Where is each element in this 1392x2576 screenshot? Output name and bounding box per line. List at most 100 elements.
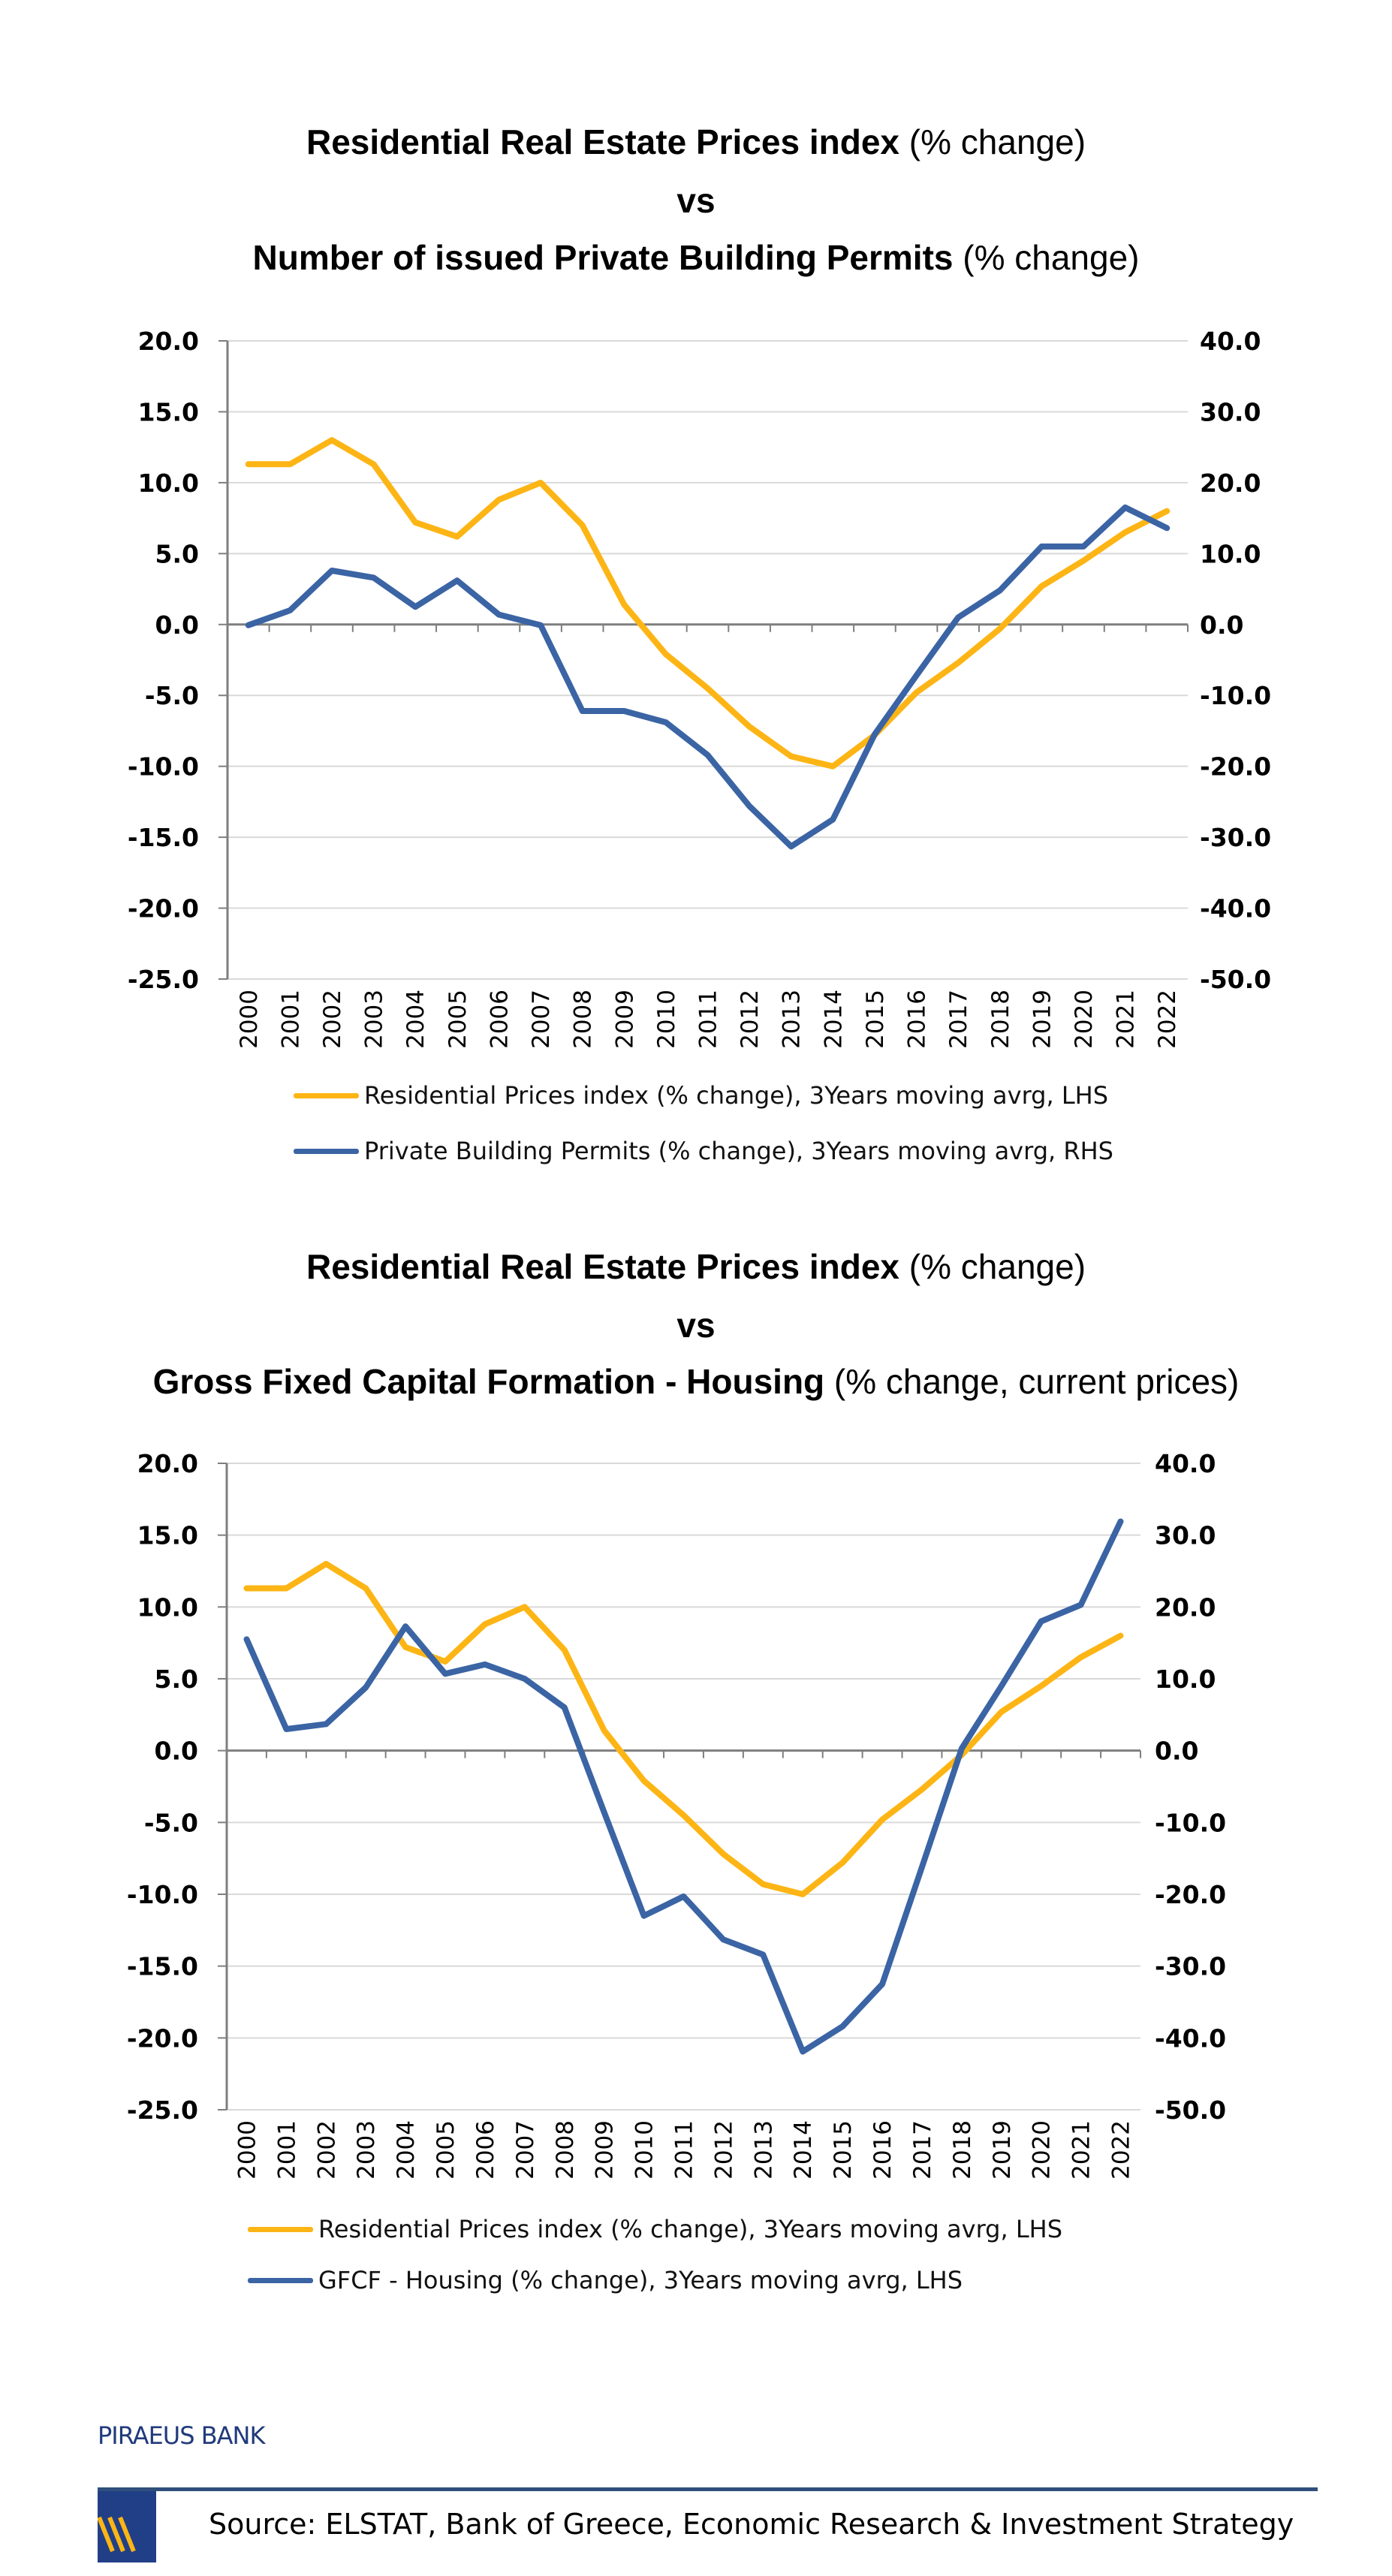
chart1-year-label: 2011 xyxy=(695,990,722,1049)
chart2-year-label: 2015 xyxy=(830,2120,857,2180)
chart2-year-label: 2017 xyxy=(909,2120,936,2180)
chart1-series-line-blue xyxy=(245,504,1171,850)
chart1-legend-label-prices: Residential Prices index (% change), 3Ye… xyxy=(364,1081,1109,1110)
chart1-right-tick-label: 30.0 xyxy=(1200,397,1261,426)
chart2-right-tick-label: 30.0 xyxy=(1155,1521,1216,1550)
chart2-series-line-blue xyxy=(243,1518,1124,2055)
chart2-left-tick-label: -25.0 xyxy=(127,2095,198,2125)
source-note: Source: ELSTAT, Bank of Greece, Economic… xyxy=(209,2508,1294,2541)
chart2-title-plain3: (% change, current prices) xyxy=(824,1362,1240,1401)
chart2-title-bold3: Gross Fixed Capital Formation - Housing xyxy=(152,1362,825,1401)
chart2-title-line2: vs xyxy=(0,1305,1392,1345)
chart2-left-tick-label: -5.0 xyxy=(144,1808,198,1837)
chart1-year-label: 2001 xyxy=(277,990,304,1049)
chart1-year-label: 2010 xyxy=(653,990,680,1049)
chart1-left-tick-label: -25.0 xyxy=(128,965,199,994)
chart1-year-label: 2006 xyxy=(486,990,513,1049)
chart1-right-tick-label: -40.0 xyxy=(1200,894,1271,923)
chart1-year-label: 2004 xyxy=(402,990,429,1049)
chart2-title-vs: vs xyxy=(676,1306,716,1345)
footer-divider xyxy=(98,2487,1318,2491)
chart1-year-label: 2009 xyxy=(611,990,638,1049)
chart1-right-tick-label: 0.0 xyxy=(1200,610,1243,640)
chart2-left-tick-label: 20.0 xyxy=(137,1449,198,1478)
chart2-year-label: 2007 xyxy=(512,2120,539,2180)
chart1-year-label: 2018 xyxy=(987,990,1014,1049)
chart2-left-tick-label: -15.0 xyxy=(127,1952,198,1981)
chart2-year-label: 2010 xyxy=(631,2120,658,2180)
chart2-title-line3: Gross Fixed Capital Formation - Housing … xyxy=(0,1361,1392,1402)
chart1-right-tick-label: -10.0 xyxy=(1200,681,1271,710)
chart2-legend-label-gfcf: GFCF - Housing (% change), 3Years moving… xyxy=(318,2266,963,2294)
chart1-legend-label-permits: Private Building Permits (% change), 3Ye… xyxy=(364,1137,1113,1165)
chart2-year-label: 2005 xyxy=(432,2120,459,2180)
chart2-year-label: 2004 xyxy=(393,2120,420,2180)
chart2-year-label: 2022 xyxy=(1108,2120,1135,2180)
chart2-legend-swatch-gfcf xyxy=(248,2278,313,2283)
chart2-left-tick-label: -10.0 xyxy=(127,1880,198,1909)
chart2-left-tick-label: 15.0 xyxy=(137,1521,198,1550)
chart1-left-tick-label: -15.0 xyxy=(128,823,199,852)
chart1-title-bold3: Number of issued Private Building Permit… xyxy=(252,238,954,277)
chart2-year-label: 2008 xyxy=(552,2120,579,2180)
chart2-year-label: 2011 xyxy=(671,2120,698,2180)
chart1-year-label: 2022 xyxy=(1154,990,1181,1049)
chart1-year-label: 2012 xyxy=(737,990,764,1049)
chart1-year-label: 2020 xyxy=(1071,990,1098,1049)
chart2-right-tick-label: -30.0 xyxy=(1155,1952,1226,1981)
chart1-left-tick-label: -10.0 xyxy=(128,752,199,782)
chart2-year-label: 2012 xyxy=(710,2120,737,2180)
chart2-left-tick-label: 5.0 xyxy=(155,1665,198,1694)
chart2-right-tick-label: -50.0 xyxy=(1155,2095,1226,2125)
chart2-year-label: 2001 xyxy=(273,2120,300,2180)
chart1-title-plain3: (% change) xyxy=(953,238,1140,277)
chart1-right-tick-label: -50.0 xyxy=(1200,965,1271,994)
chart1-left-tick-label: 15.0 xyxy=(138,397,199,426)
chart1-left-tick-label: 5.0 xyxy=(155,539,199,568)
chart2-year-label: 2020 xyxy=(1029,2120,1056,2180)
chart1-left-tick-label: 0.0 xyxy=(155,610,199,640)
chart2-right-tick-label: 10.0 xyxy=(1155,1665,1216,1694)
chart1-left-tick-label: 10.0 xyxy=(138,469,199,498)
chart1-left-tick-label: -5.0 xyxy=(145,681,199,710)
chart2-title-plain1: (% change) xyxy=(899,1247,1086,1286)
chart2-series-line-prices xyxy=(243,1560,1124,1897)
chart1-year-label: 2021 xyxy=(1113,990,1140,1049)
chart2-year-label: 2018 xyxy=(949,2120,976,2180)
chart2-right-tick-label: -20.0 xyxy=(1155,1880,1226,1909)
chart1-year-label: 2017 xyxy=(945,990,972,1049)
chart2-title-line1: Residential Real Estate Prices index (% … xyxy=(0,1246,1392,1287)
chart2-year-label: 2016 xyxy=(869,2120,896,2180)
chart1-left-tick-label: 20.0 xyxy=(138,327,199,356)
chart2-title-bold1: Residential Real Estate Prices index xyxy=(306,1247,899,1286)
chart2-legend-label-prices: Residential Prices index (% change), 3Ye… xyxy=(318,2215,1063,2243)
chart1-title-line3: Number of issued Private Building Permit… xyxy=(0,237,1392,278)
chart1-year-label: 2013 xyxy=(779,990,806,1049)
chart2-right-tick-label: -10.0 xyxy=(1155,1808,1226,1837)
chart2-year-label: 2009 xyxy=(592,2120,619,2180)
brand-name: PIRAEUS BANK xyxy=(98,2421,265,2450)
chart1-series-line-prices xyxy=(245,437,1171,770)
chart1-year-label: 2007 xyxy=(528,990,555,1049)
chart2-year-label: 2019 xyxy=(989,2120,1016,2180)
chart1-right-tick-label: 40.0 xyxy=(1200,327,1261,356)
chart2-right-tick-label: 0.0 xyxy=(1155,1737,1198,1766)
chart1-year-label: 2008 xyxy=(570,990,597,1049)
chart2-year-label: 2014 xyxy=(790,2120,817,2180)
chart1-right-tick-label: 20.0 xyxy=(1200,469,1261,498)
chart1-right-tick-label: -20.0 xyxy=(1200,752,1271,782)
piraeus-logo-icon xyxy=(98,2491,156,2562)
chart1-title-vs: vs xyxy=(676,181,716,220)
chart1-year-label: 2000 xyxy=(236,990,263,1049)
chart1-title-line2: vs xyxy=(0,180,1392,221)
chart2-year-label: 2021 xyxy=(1068,2120,1095,2180)
chart2-right-tick-label: 20.0 xyxy=(1155,1592,1216,1622)
chart1-year-label: 2002 xyxy=(319,990,346,1049)
chart2-year-label: 2003 xyxy=(353,2120,380,2180)
chart2-year-label: 2002 xyxy=(313,2120,340,2180)
chart2-year-label: 2013 xyxy=(750,2120,777,2180)
chart2-left-tick-label: 10.0 xyxy=(137,1592,198,1622)
chart1-title-bold1: Residential Real Estate Prices index xyxy=(306,122,899,161)
chart2-right-tick-label: -40.0 xyxy=(1155,2023,1226,2053)
chart2-left-tick-label: -20.0 xyxy=(127,2023,198,2053)
